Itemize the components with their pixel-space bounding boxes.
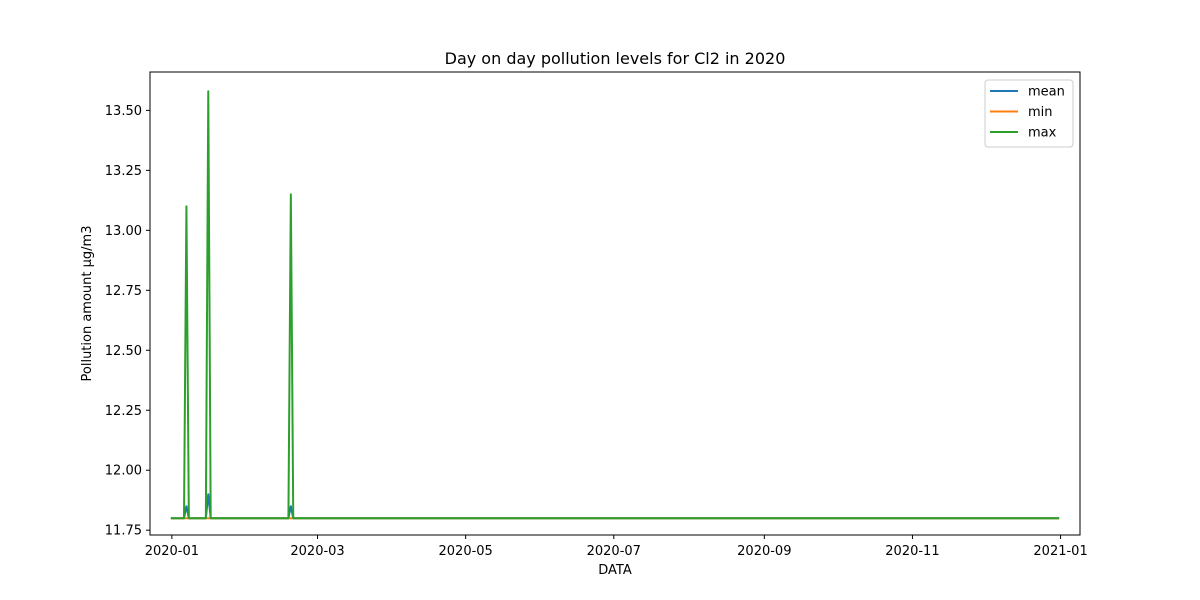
y-tick-label: 12.00 (105, 464, 142, 479)
x-tick-label: 2020-07 (587, 544, 641, 559)
legend: mean min max (984, 79, 1074, 148)
series-line-mean (170, 493, 1060, 520)
y-tick-label: 13.00 (105, 224, 142, 239)
legend-box (984, 79, 1074, 148)
y-tick-label: 13.50 (105, 104, 142, 119)
y-tick-label: 13.25 (105, 164, 142, 179)
x-tick-label: 2020-01 (145, 544, 199, 559)
x-axis-label: DATA (598, 563, 632, 578)
x-axis-ticks: 2020-01 2020-03 2020-05 2020-07 2020-09 2020-… (145, 535, 1088, 559)
x-tick-label: 2020-03 (290, 544, 344, 559)
y-tick-label: 12.50 (105, 344, 142, 359)
legend-label-min: min (1028, 105, 1053, 120)
y-axis-ticks: 11.75 12.00 12.25 12.50 12.75 13.00 13.25 13.50 (105, 104, 150, 539)
chart-title: Day on day pollution levels for Cl2 in 2… (445, 49, 786, 68)
x-tick-label: 2020-05 (439, 544, 493, 559)
x-tick-label: 2020-09 (737, 544, 791, 559)
series-line-max (170, 90, 1060, 520)
x-tick-label: 2021-01 (1033, 544, 1087, 559)
x-tick-label: 2020-11 (885, 544, 939, 559)
y-axis-label: Pollution amount µg/m3 (80, 226, 95, 382)
y-tick-label: 12.75 (105, 284, 142, 299)
legend-label-mean: mean (1028, 85, 1065, 100)
y-tick-label: 11.75 (105, 524, 142, 539)
y-tick-label: 12.25 (105, 404, 142, 419)
plot-area (150, 72, 1080, 535)
series-layer (170, 90, 1060, 520)
plot-frame (149, 71, 1081, 536)
legend-label-max: max (1028, 126, 1057, 141)
